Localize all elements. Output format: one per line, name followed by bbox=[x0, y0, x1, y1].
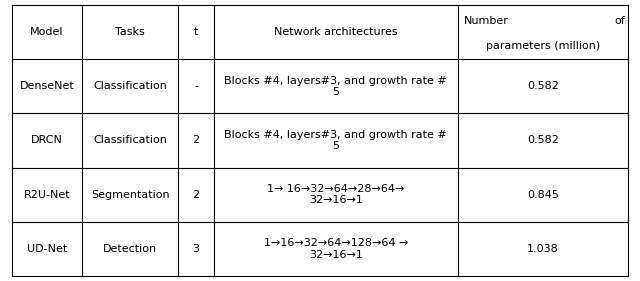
Text: Blocks #4, layers#3, and growth rate #
5: Blocks #4, layers#3, and growth rate # 5 bbox=[225, 130, 447, 151]
Text: R2U-Net: R2U-Net bbox=[24, 190, 70, 200]
Text: 1.038: 1.038 bbox=[527, 244, 559, 254]
Text: -: - bbox=[194, 81, 198, 91]
Text: Tasks: Tasks bbox=[115, 27, 145, 37]
Text: 0.845: 0.845 bbox=[527, 190, 559, 200]
Text: 0.582: 0.582 bbox=[527, 81, 559, 91]
Text: Detection: Detection bbox=[103, 244, 157, 254]
Text: 0.582: 0.582 bbox=[527, 135, 559, 146]
Text: UD-Net: UD-Net bbox=[27, 244, 67, 254]
Text: t: t bbox=[194, 27, 198, 37]
Text: 1→ 16→32→64→28→64→
32→16→1: 1→ 16→32→64→28→64→ 32→16→1 bbox=[267, 184, 404, 205]
Text: Segmentation: Segmentation bbox=[91, 190, 170, 200]
Text: 1→16→32→64→128→64 →
32→16→1: 1→16→32→64→128→64 → 32→16→1 bbox=[264, 238, 408, 260]
Text: 2: 2 bbox=[193, 190, 200, 200]
Text: Classification: Classification bbox=[93, 81, 167, 91]
Text: Number: Number bbox=[464, 16, 509, 26]
Text: parameters (million): parameters (million) bbox=[486, 41, 600, 51]
Text: of: of bbox=[614, 16, 625, 26]
Text: 3: 3 bbox=[193, 244, 200, 254]
Text: DenseNet: DenseNet bbox=[20, 81, 74, 91]
Text: 2: 2 bbox=[193, 135, 200, 146]
Text: Classification: Classification bbox=[93, 135, 167, 146]
Text: Model: Model bbox=[30, 27, 64, 37]
Text: DRCN: DRCN bbox=[31, 135, 63, 146]
Text: Network architectures: Network architectures bbox=[274, 27, 397, 37]
Text: Blocks #4, layers#3, and growth rate #
5: Blocks #4, layers#3, and growth rate # 5 bbox=[225, 76, 447, 97]
